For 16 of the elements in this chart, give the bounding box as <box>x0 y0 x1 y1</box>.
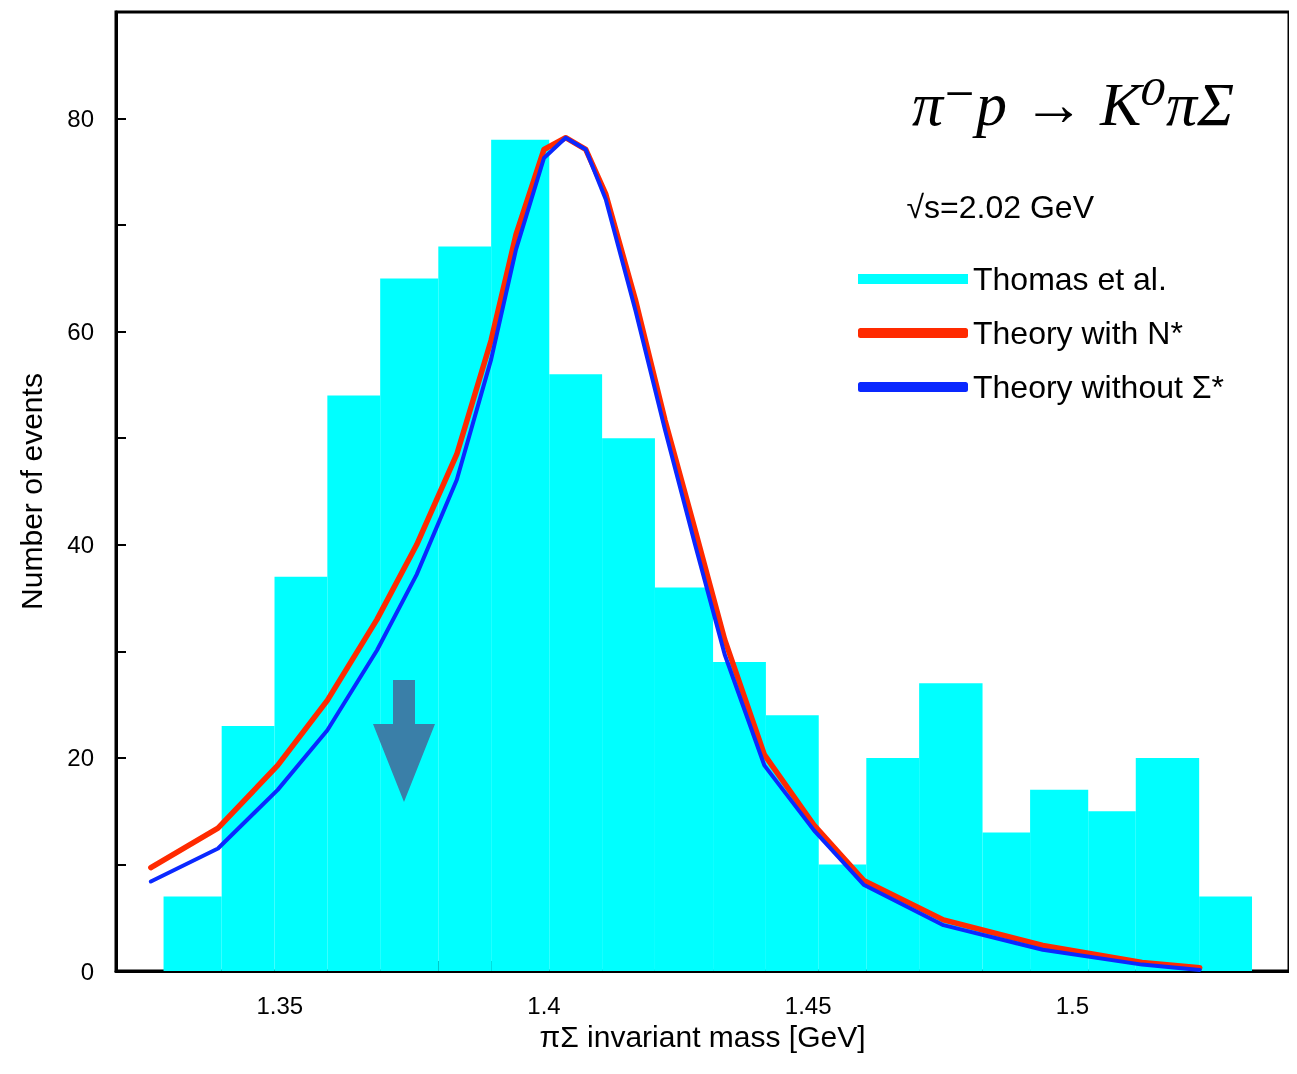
y-tick-label: 0 <box>80 957 94 985</box>
x-tick-label: 1.45 <box>784 991 832 1019</box>
y-tick-label: 40 <box>67 531 94 559</box>
text: √s=2.02 GeV <box>906 189 1095 225</box>
y-tick-label: 60 <box>67 318 94 346</box>
y-tick-label: 80 <box>67 105 94 133</box>
y-axis-title: Number of events <box>14 373 48 610</box>
x-tick-label: 1.35 <box>256 991 304 1019</box>
x-tick-label: 1.5 <box>1055 991 1090 1019</box>
x-axis-title: πΣ invariant mass [GeV] <box>539 1020 866 1054</box>
legend-label: Thomas et al. <box>973 261 1167 297</box>
text: π⁻p → K⁰πΣ <box>912 70 1235 138</box>
x-tick-label: 1.4 <box>527 991 561 1019</box>
y-tick-label: 20 <box>67 744 94 772</box>
legend-label: Theory with N* <box>973 315 1183 351</box>
legend-label: Theory without Σ* <box>973 369 1224 405</box>
